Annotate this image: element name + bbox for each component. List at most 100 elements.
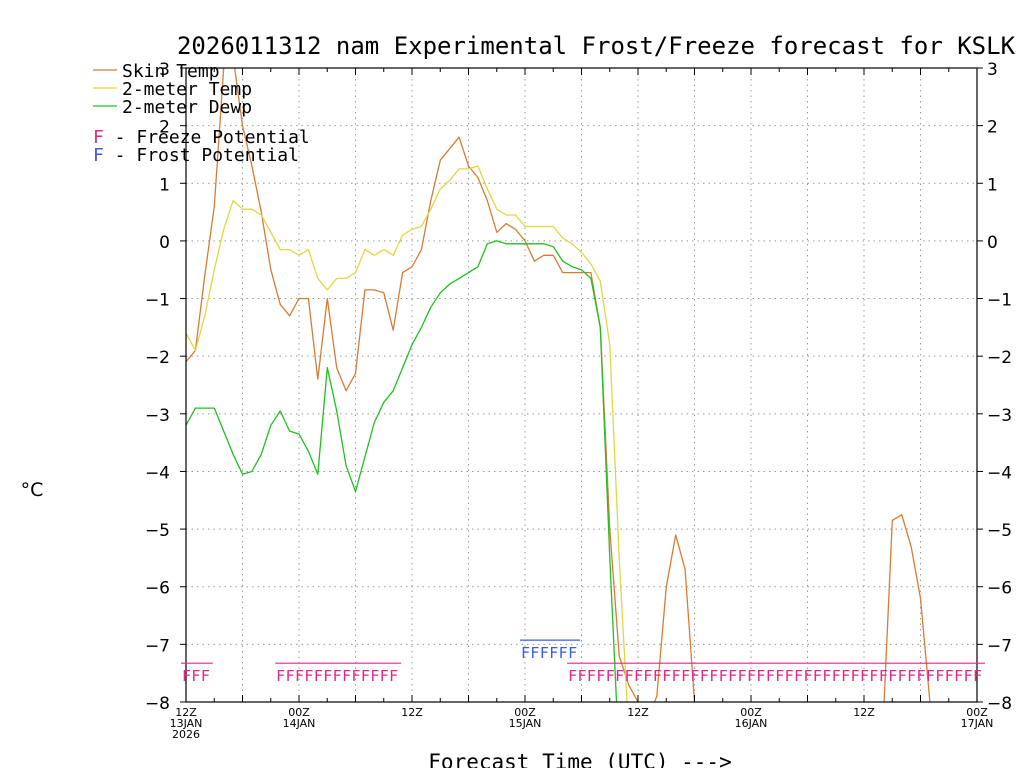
- freeze-potential-marker: F: [314, 667, 323, 685]
- freeze-potential-marker: F: [615, 667, 624, 685]
- y-tick-label-right: 1: [987, 175, 998, 195]
- legend-label: Skin Temp: [122, 61, 220, 82]
- freeze-potential-marker: F: [832, 667, 841, 685]
- freeze-potential-marker: F: [879, 667, 888, 685]
- x-tick-label: 15JAN: [509, 717, 542, 730]
- y-tick-label-right: −6: [987, 579, 1012, 599]
- y-tick-label-right: 0: [987, 233, 998, 253]
- series-layer: [186, 68, 931, 702]
- freeze-potential-marker: F: [719, 667, 728, 685]
- frost-potential-marker: F: [540, 644, 549, 662]
- y-tick-label-right: −3: [987, 406, 1012, 426]
- freeze-potential-marker: F: [681, 667, 690, 685]
- x-tick-label: 00Z: [288, 706, 310, 719]
- freeze-potential-marker: F: [898, 667, 907, 685]
- frost-potential-marker: F: [559, 644, 568, 662]
- legend-marker-entry: F - Frost Potential: [93, 145, 299, 166]
- freeze-potential-marker: F: [813, 667, 822, 685]
- y-tick-label-right: 2: [987, 118, 998, 138]
- legend-marker-text: - Frost Potential: [104, 145, 299, 166]
- freeze-potential-marker: F: [794, 667, 803, 685]
- freeze-potential-marker: F: [342, 667, 351, 685]
- freeze-potential-marker: F: [276, 667, 285, 685]
- y-tick-label: −2: [145, 348, 170, 368]
- freeze-potential-marker: F: [634, 667, 643, 685]
- freeze-potential-marker: F: [709, 667, 718, 685]
- freeze-potential-marker: F: [888, 667, 897, 685]
- freeze-potential-marker: F: [662, 667, 671, 685]
- y-tick-label: −3: [145, 406, 170, 426]
- freeze-potential-marker: F: [182, 667, 191, 685]
- freeze-potential-marker: F: [295, 667, 304, 685]
- y-tick-label: −1: [145, 291, 170, 311]
- y-tick-labels-left: 3 2 1 0 −1 −2 −3 −4 −5 −6 −7 −8: [145, 60, 170, 714]
- y-tick-label: −4: [145, 463, 170, 483]
- y-tick-label-right: 3: [987, 60, 998, 80]
- y-tick-label: −5: [145, 521, 170, 541]
- freeze-potential-marker: F: [653, 667, 662, 685]
- freeze-potential-marker: F: [201, 667, 210, 685]
- freeze-potential-marker: F: [380, 667, 389, 685]
- chart-title: 2026011312 nam Experimental Frost/Freeze…: [177, 32, 1016, 60]
- legend-marker-text: - Freeze Potential: [104, 127, 310, 148]
- y-tick-label-right: −1: [987, 291, 1012, 311]
- freeze-potential-marker: F: [625, 667, 634, 685]
- freeze-potential-marker: F: [954, 667, 963, 685]
- freeze-potential-marker: F: [747, 667, 756, 685]
- legend-label: 2-meter Dewp: [122, 97, 252, 118]
- x-tick-label: 13JAN: [170, 717, 203, 730]
- x-tick-label: 12Z: [853, 706, 875, 719]
- frost-potential-marker: F: [521, 644, 530, 662]
- freeze-potential-marker: F: [286, 667, 295, 685]
- freeze-potential-marker: F: [728, 667, 737, 685]
- legend-marker-letter: F: [93, 127, 104, 148]
- freeze-potential-marker: F: [578, 667, 587, 685]
- freeze-potential-marker: F: [907, 667, 916, 685]
- freeze-potential-marker: F: [935, 667, 944, 685]
- freeze-potential-marker: F: [822, 667, 831, 685]
- y-tick-label: 0: [159, 233, 170, 253]
- x-axis-label: Forecast Time (UTC) --->: [428, 750, 731, 768]
- frost-potential-marker: F: [568, 644, 577, 662]
- freeze-potential-marker: F: [926, 667, 935, 685]
- y-tick-label-right: −7: [987, 636, 1012, 656]
- x-tick-label: 12Z: [401, 706, 423, 719]
- freeze-potential-marker: F: [691, 667, 700, 685]
- y-tick-label: 2: [159, 118, 170, 138]
- freeze-potential-marker: F: [775, 667, 784, 685]
- y-axis-label: °C: [21, 479, 44, 501]
- plot-frame: [185, 67, 978, 703]
- y-tick-label-right: −8: [987, 694, 1012, 714]
- series-line-skin-temp: [186, 68, 931, 702]
- y-tick-label: 1: [159, 175, 170, 195]
- freeze-potential-marker: F: [756, 667, 765, 685]
- x-tick-label: 12Z: [627, 706, 649, 719]
- freeze-potential-marker: F: [304, 667, 313, 685]
- legend-marker-letter: F: [93, 145, 104, 166]
- freeze-potential-marker: F: [860, 667, 869, 685]
- y-tick-label: 3: [159, 60, 170, 80]
- freeze-potential-marker: F: [389, 667, 398, 685]
- freeze-potential-marker: F: [596, 667, 605, 685]
- freeze-potential-marker: F: [945, 667, 954, 685]
- freeze-potential-marker: F: [643, 667, 652, 685]
- freeze-potential-marker: F: [587, 667, 596, 685]
- y-tick-label: −6: [145, 579, 170, 599]
- freeze-potential-marker: F: [191, 667, 200, 685]
- freeze-potential-marker: F: [361, 667, 370, 685]
- x-tick-label: 14JAN: [283, 717, 316, 730]
- freeze-potential-marker: F: [370, 667, 379, 685]
- freeze-potential-marker: F: [964, 667, 973, 685]
- freeze-potential-marker: F: [841, 667, 850, 685]
- x-tick-label: 2026: [172, 728, 200, 741]
- y-tick-label-right: −4: [987, 463, 1012, 483]
- frost-potential-marker: F: [549, 644, 558, 662]
- freeze-potential-marker: F: [973, 667, 982, 685]
- freeze-potential-marker: F: [766, 667, 775, 685]
- freeze-potential-marker: F: [700, 667, 709, 685]
- legend-marker-entry: F - Freeze Potential: [93, 127, 310, 148]
- x-tick-label: 17JAN: [961, 717, 994, 730]
